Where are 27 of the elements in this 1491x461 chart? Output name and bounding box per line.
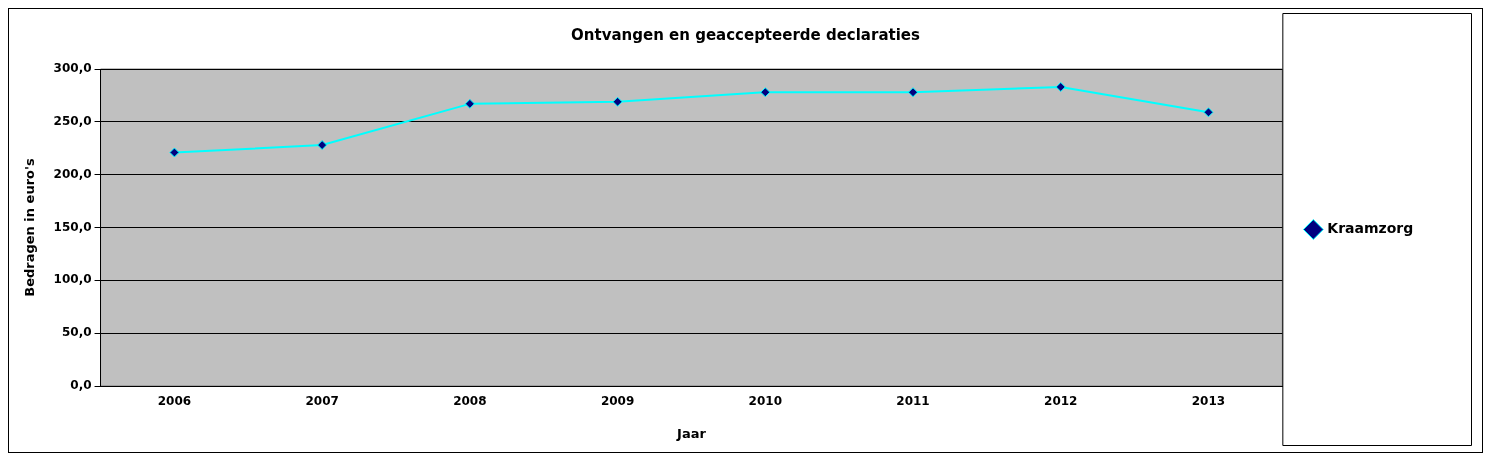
point <box>1203 107 1214 118</box>
point <box>1055 81 1066 92</box>
point <box>317 140 328 151</box>
point <box>908 87 919 98</box>
chart-title: Ontvangen en geaccepteerde declaraties <box>571 25 920 44</box>
y-tick-label: 200,0 <box>53 166 92 181</box>
point <box>169 147 180 158</box>
point <box>612 96 623 107</box>
x-tick-label: 2012 <box>1044 394 1078 409</box>
y-tick-label: 100,0 <box>53 272 92 287</box>
y-tick-label: 250,0 <box>53 113 92 128</box>
y-tick-label: 50,0 <box>61 325 92 340</box>
legend-label: Kraamzorg <box>1327 220 1462 237</box>
x-tick-label: 2008 <box>453 394 487 409</box>
point <box>760 87 771 98</box>
y-axis-title: Bedragen in euro's <box>22 158 38 297</box>
x-tick-label: 2007 <box>305 394 339 409</box>
x-tick-label: 2009 <box>600 394 635 409</box>
y-tick-label: 300,0 <box>53 61 92 76</box>
x-tick-label: 2006 <box>157 394 192 409</box>
x-tick-label: 2010 <box>748 394 783 409</box>
x-tick-label: 2011 <box>896 394 930 409</box>
y-tick-label: 0,0 <box>70 378 92 393</box>
x-tick-label: 2013 <box>1191 394 1226 409</box>
point <box>464 98 475 109</box>
y-tick-label: 150,0 <box>53 219 92 234</box>
x-axis-title: Jaar <box>676 425 707 441</box>
